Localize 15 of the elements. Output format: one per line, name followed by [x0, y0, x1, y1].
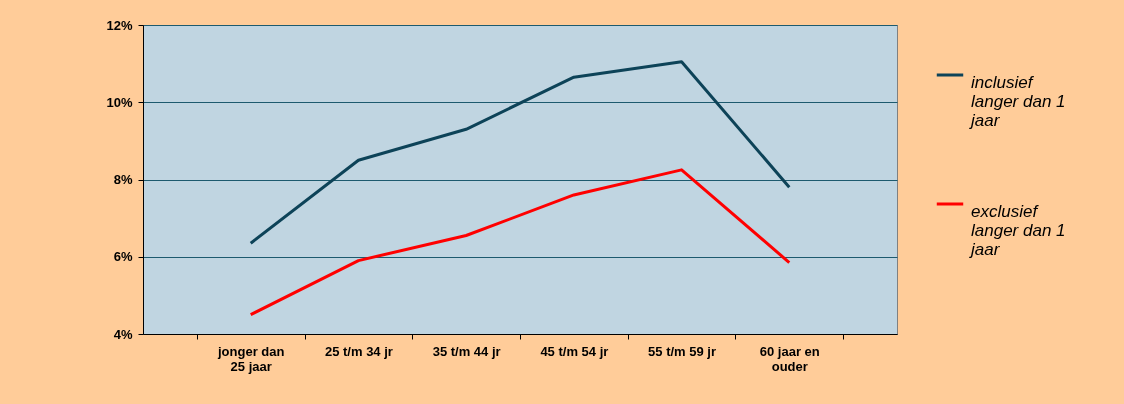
legend-label: inclusief langer dan 1 jaar — [969, 73, 1066, 130]
legend-label: exclusief langer dan 1 jaar — [969, 202, 1066, 259]
x-tick-label: 55 t/m 59 jr — [648, 343, 717, 359]
x-tick-label: 45 t/m 54 jr — [540, 343, 609, 359]
x-tick-label: 60 jaar en ouder — [759, 343, 820, 374]
x-tick-label: 35 t/m 44 jr — [432, 343, 501, 359]
y-tick-label: 4% — [113, 326, 133, 342]
y-tick-label: 10% — [106, 94, 133, 110]
line-series — [249, 60, 791, 245]
x-tick-label: 25 t/m 34 jr — [324, 343, 393, 359]
y-tick-label: 6% — [113, 249, 133, 265]
y-tick-label: 8% — [113, 172, 133, 187]
line-series — [249, 168, 791, 317]
x-tick-label: jonger dan 25 jaar — [216, 343, 285, 374]
y-tick-label: 12% — [106, 17, 133, 33]
